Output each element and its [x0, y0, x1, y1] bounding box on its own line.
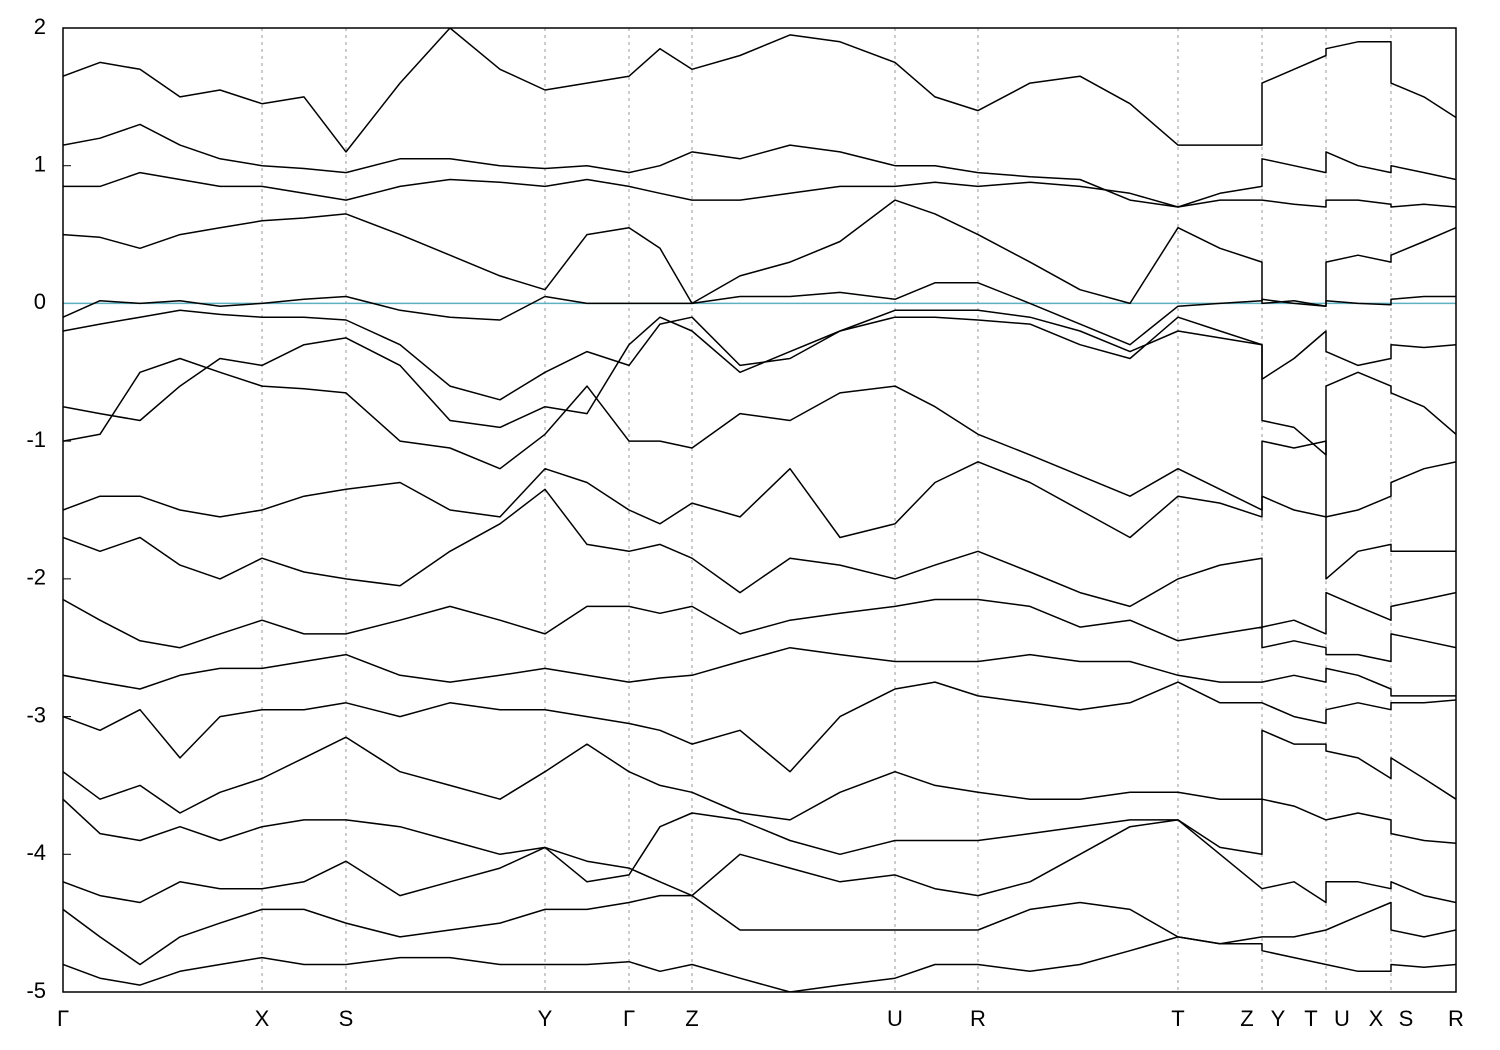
x-tick-label: Γ — [57, 1006, 69, 1031]
x-tick-label: R — [970, 1006, 986, 1031]
band — [63, 894, 1456, 966]
x-tick-label: X — [255, 1006, 270, 1031]
x-tick-label: T — [1304, 1006, 1317, 1031]
y-tick-label: -4 — [26, 840, 46, 865]
plot-frame — [62, 27, 1457, 993]
band — [63, 171, 1456, 208]
y-tick-label: -3 — [26, 702, 46, 727]
y-tick-label: 1 — [34, 152, 46, 177]
band — [63, 729, 1456, 821]
band — [63, 488, 1456, 635]
x-tick-label: S — [1399, 1006, 1414, 1031]
x-tick-label: U — [1334, 1006, 1350, 1031]
x-tick-label: Γ — [623, 1006, 635, 1031]
band — [63, 357, 1456, 518]
x-tick-label: U — [887, 1006, 903, 1031]
band — [63, 798, 1456, 883]
bands — [63, 28, 1456, 992]
x-tick-label: Z — [1240, 1006, 1253, 1031]
x-tick-label: S — [339, 1006, 354, 1031]
x-tick-label: T — [1171, 1006, 1184, 1031]
x-tick-label: Y — [538, 1006, 553, 1031]
y-tick-label: -2 — [26, 565, 46, 590]
band — [63, 681, 1456, 773]
band — [63, 819, 1456, 904]
y-tick-label: -1 — [26, 427, 46, 452]
band — [63, 936, 1456, 992]
band — [63, 461, 1456, 580]
band — [63, 199, 1456, 307]
x-tick-label: Y — [1271, 1006, 1286, 1031]
x-tick-label: X — [1369, 1006, 1384, 1031]
band — [63, 646, 1456, 697]
y-tick-label: 2 — [34, 14, 46, 39]
x-tick-label: R — [1448, 1006, 1464, 1031]
band — [63, 28, 1456, 153]
x-tick-label: Z — [685, 1006, 698, 1031]
y-tick-label: -5 — [26, 978, 46, 1003]
y-tick-label: 0 — [34, 289, 46, 314]
band — [63, 123, 1456, 208]
band — [63, 598, 1456, 663]
